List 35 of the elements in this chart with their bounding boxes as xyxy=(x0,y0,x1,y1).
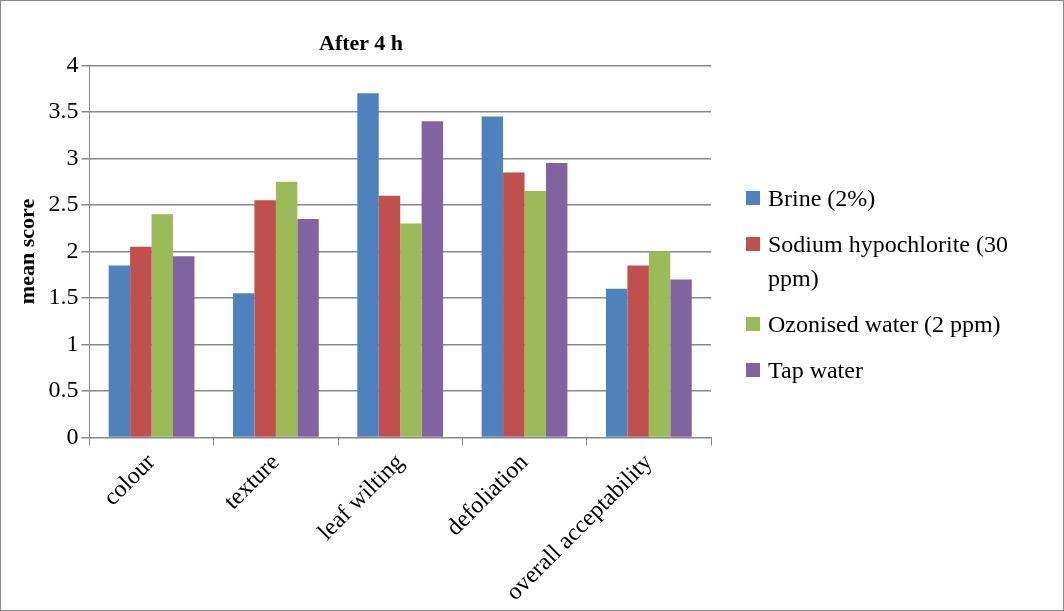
y-tick-label: 4 xyxy=(66,50,79,77)
bar xyxy=(254,200,276,437)
bar xyxy=(297,218,319,437)
y-axis-title: mean score xyxy=(13,198,39,305)
y-tick-label: 2 xyxy=(66,236,79,263)
bar xyxy=(173,256,195,437)
y-tick-label: 0.5 xyxy=(48,376,79,403)
bar xyxy=(421,121,444,437)
bar xyxy=(670,279,692,437)
bar xyxy=(503,172,525,437)
bar xyxy=(648,251,671,437)
bar xyxy=(524,191,546,437)
bar xyxy=(545,163,568,437)
bar xyxy=(400,223,422,437)
legend-label: Ozonised water (2 ppm) xyxy=(768,310,1001,339)
y-tick-label: 0 xyxy=(66,422,79,449)
y-tick-label: 1.5 xyxy=(48,283,79,310)
y-tick-label: 1 xyxy=(66,329,79,356)
bar xyxy=(378,195,401,437)
y-tick-label: 3 xyxy=(66,143,79,170)
legend-label: Brine (2%) xyxy=(768,184,876,213)
bar xyxy=(605,288,628,437)
bar xyxy=(275,181,298,437)
y-tick-label: 3.5 xyxy=(48,97,79,124)
legend-label: Tap water xyxy=(768,356,863,385)
bar xyxy=(232,293,255,437)
y-tick-label: 2.5 xyxy=(48,190,79,217)
chart-title: After 4 h xyxy=(319,29,403,55)
bar xyxy=(357,93,379,437)
legend-label: Sodium hypochlorite (30 ppm) xyxy=(768,230,1009,293)
bar xyxy=(130,246,152,437)
bar xyxy=(627,265,649,437)
bar xyxy=(108,265,131,437)
bar xyxy=(481,116,504,437)
bar xyxy=(151,214,174,437)
